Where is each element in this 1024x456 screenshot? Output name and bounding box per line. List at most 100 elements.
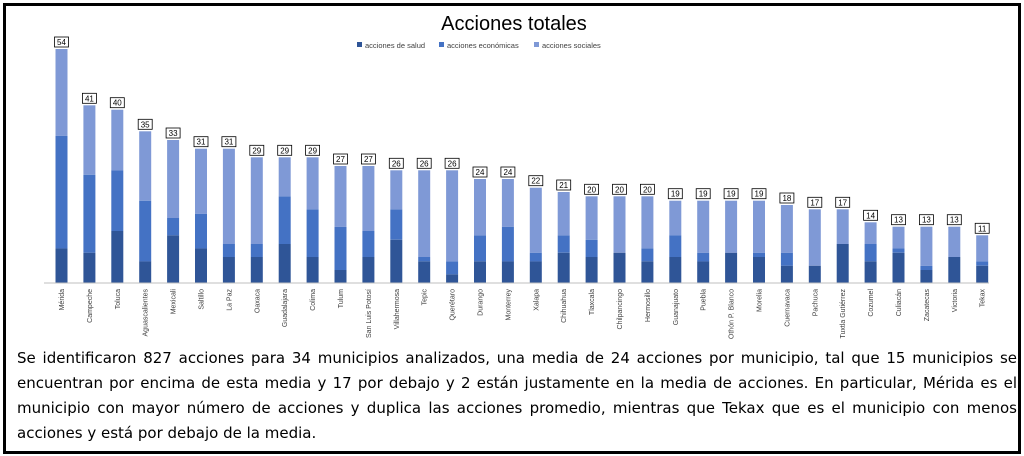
category-label: Tlaxcala xyxy=(589,289,596,315)
data-label-box xyxy=(584,183,599,195)
bar-segment xyxy=(111,170,124,231)
data-label: 19 xyxy=(671,190,680,199)
bar-segment xyxy=(641,261,654,283)
data-label: 19 xyxy=(727,190,736,199)
data-label-box xyxy=(556,179,572,191)
bar-segment xyxy=(474,235,486,262)
bar-segment xyxy=(753,252,765,257)
bars-group xyxy=(55,49,989,283)
legend-label: acciones de salud xyxy=(365,41,425,50)
bar-segment xyxy=(529,252,542,262)
category-label: Saltillo xyxy=(199,289,206,310)
bar-segment xyxy=(613,252,626,283)
data-label-box xyxy=(528,175,544,187)
bar-segment xyxy=(446,170,459,262)
category-label: Culiacán xyxy=(896,289,903,316)
category-label: Tekax xyxy=(980,289,987,308)
legend: acciones de salud acciones económicas acci… xyxy=(357,41,601,50)
bar-segment xyxy=(195,248,207,283)
bar-segment xyxy=(139,131,152,201)
category-label: Morelia xyxy=(757,289,764,312)
legend-swatch xyxy=(439,42,444,47)
bar-segment xyxy=(446,261,459,275)
data-label: 35 xyxy=(141,120,150,129)
data-label: 54 xyxy=(57,38,66,47)
bar-segment xyxy=(139,200,152,262)
data-label-box xyxy=(388,157,404,169)
category-label: Oaxaca xyxy=(254,289,261,313)
bar-segment xyxy=(55,49,68,136)
category-label: Villahermosa xyxy=(394,289,401,329)
bar-segment xyxy=(780,205,793,253)
bar-segment xyxy=(836,209,849,244)
category-label: Pachuca xyxy=(812,289,819,316)
category-label: La Paz xyxy=(226,289,233,311)
data-label: 13 xyxy=(950,216,959,225)
data-label-box xyxy=(305,144,321,156)
bar-segment xyxy=(83,252,96,283)
bar-segment xyxy=(892,252,905,283)
bar-segment xyxy=(278,196,291,244)
bar-segment xyxy=(474,179,486,236)
bar-segment xyxy=(725,200,738,253)
bar-segment xyxy=(306,257,319,283)
data-label: 27 xyxy=(364,155,373,164)
category-label: Aguascalientes xyxy=(143,289,150,337)
bar-segment xyxy=(362,231,375,257)
description-paragraph: Se identificaron 827 acciones para 34 mu… xyxy=(17,349,1017,442)
data-label: 29 xyxy=(280,146,289,155)
bar-segment xyxy=(139,261,152,283)
data-label: 11 xyxy=(978,224,987,233)
category-label: Victoria xyxy=(952,289,959,312)
bar-segment xyxy=(892,248,905,253)
data-label: 22 xyxy=(531,177,540,186)
bar-segment xyxy=(167,140,180,218)
bar-segment xyxy=(808,265,821,283)
data-label: 26 xyxy=(420,159,429,168)
category-label: San Luis Potosí xyxy=(366,289,373,338)
bar-segment xyxy=(836,244,849,283)
data-label-box xyxy=(137,118,153,130)
category-label: Guadalajara xyxy=(282,289,289,327)
bar-segment xyxy=(167,218,180,236)
data-label-box xyxy=(221,136,237,148)
bar-segment xyxy=(557,252,570,283)
chart-title: Acciones totales xyxy=(441,13,587,35)
bar-segment xyxy=(669,257,682,283)
data-label: 20 xyxy=(587,185,596,194)
bar-segment xyxy=(278,157,291,197)
bar-segment xyxy=(920,270,933,283)
data-label-box xyxy=(807,196,823,208)
legend-label: acciones sociales xyxy=(542,41,601,50)
data-label-box xyxy=(640,183,655,195)
category-label: Querétaro xyxy=(450,289,457,321)
bar-segment xyxy=(474,261,486,283)
bar-segment xyxy=(697,261,710,283)
bar-segment xyxy=(334,166,347,227)
bar-segment xyxy=(641,196,654,249)
bar-segment xyxy=(167,235,180,283)
data-label: 31 xyxy=(197,138,206,147)
category-label: Toluca xyxy=(115,289,122,309)
bar-segment xyxy=(585,257,598,283)
category-label: Tepic xyxy=(422,289,429,306)
data-label: 24 xyxy=(476,168,485,177)
data-label-box xyxy=(779,192,795,204)
bar-segment xyxy=(111,231,124,283)
data-label-box xyxy=(249,144,265,156)
bar-segment xyxy=(529,187,542,253)
stacked-bar-chart: Acciones totales acciones de salud accion… xyxy=(44,13,990,339)
bar-segment xyxy=(892,226,905,249)
bar-segment xyxy=(306,157,319,210)
bar-segment xyxy=(390,170,403,210)
bar-segment xyxy=(418,257,431,262)
bar-segment xyxy=(83,174,96,253)
legend-label: acciones económicas xyxy=(447,41,519,50)
data-label: 29 xyxy=(308,146,317,155)
bar-segment xyxy=(725,252,738,283)
bar-segment xyxy=(306,209,319,257)
legend-swatch xyxy=(357,42,362,47)
category-label: Puebla xyxy=(701,289,708,311)
category-label: Othón P. Blanco xyxy=(729,289,736,339)
bar-segment xyxy=(641,248,654,262)
